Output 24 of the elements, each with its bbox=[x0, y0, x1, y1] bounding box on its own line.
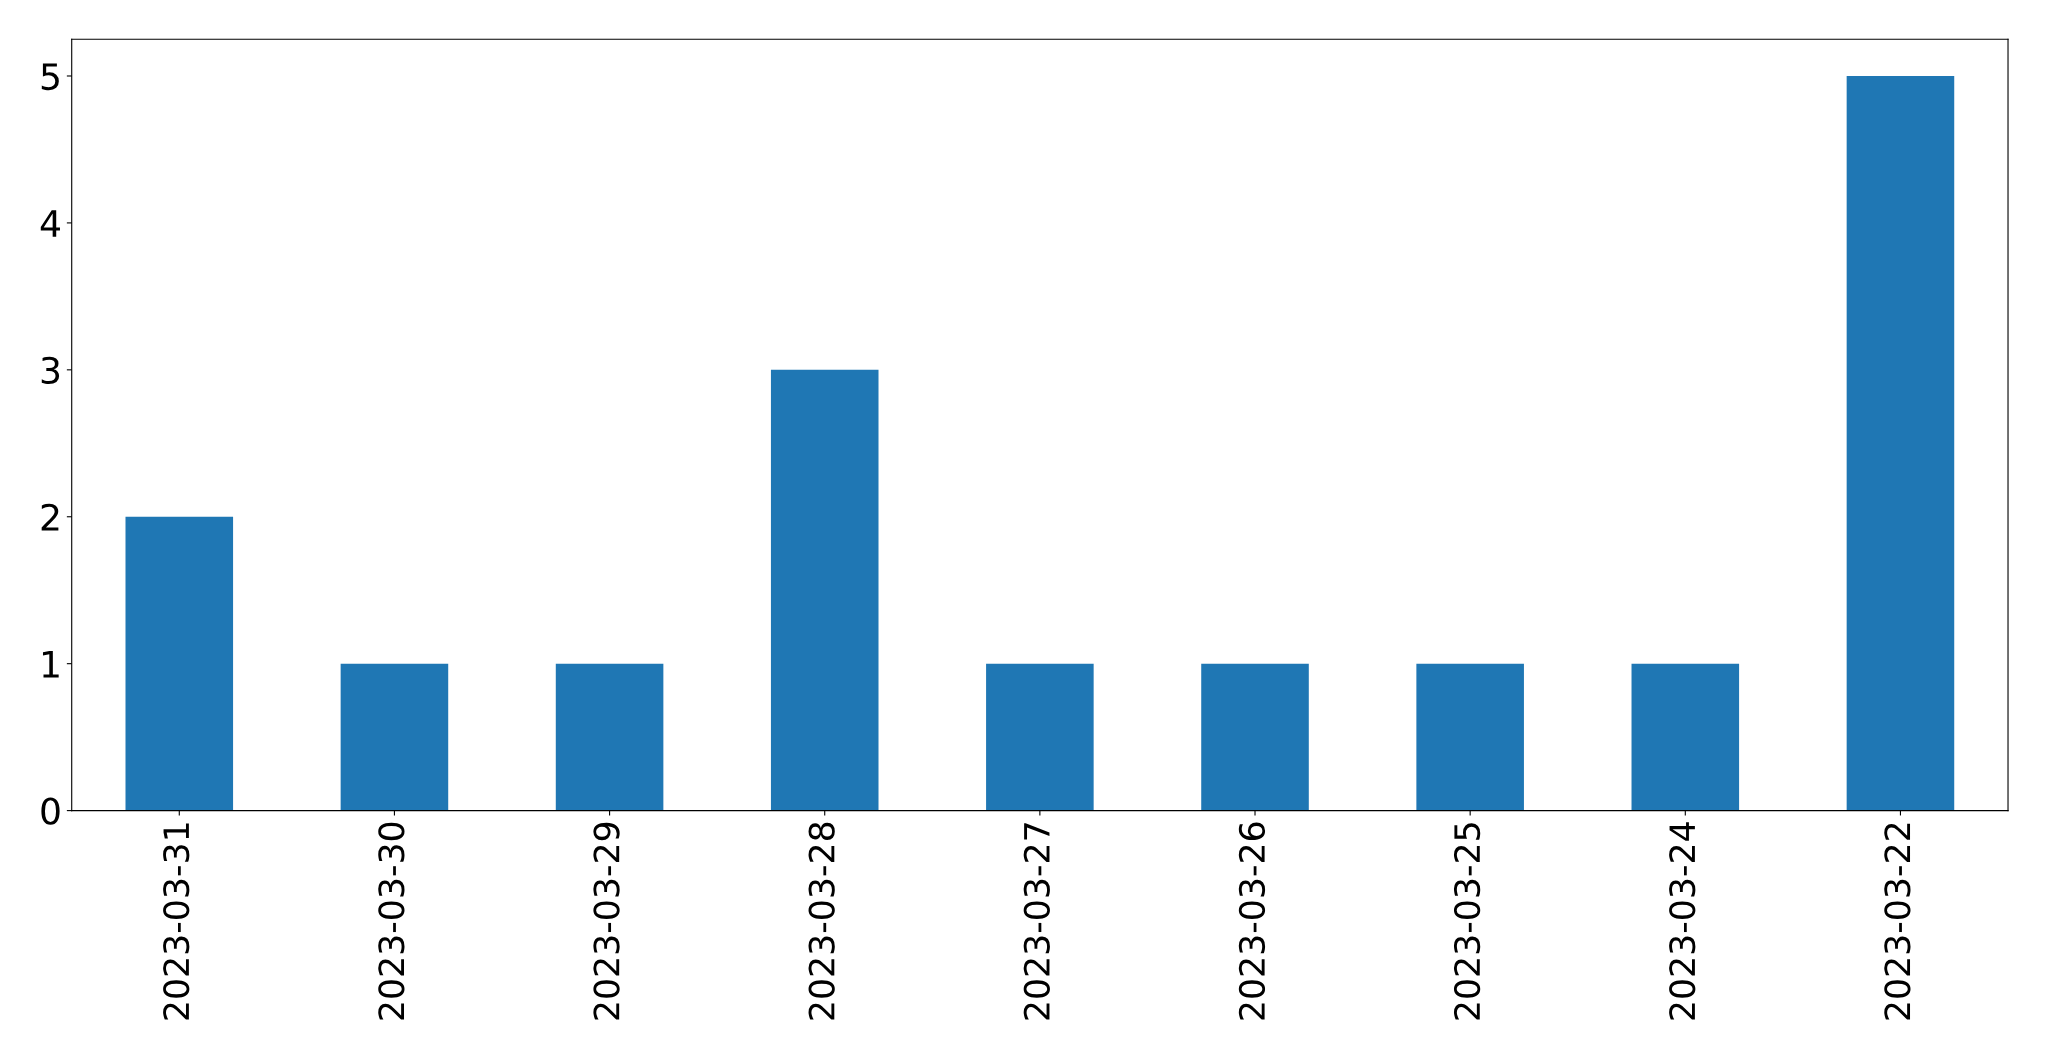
y-tick-label: 5 bbox=[41, 63, 59, 91]
y-tick-label: 2 bbox=[41, 503, 59, 531]
bar bbox=[770, 369, 879, 811]
bar bbox=[1201, 663, 1309, 811]
bar bbox=[1416, 663, 1524, 811]
bar bbox=[1846, 75, 1955, 811]
x-tick-label: 2023-03-31 bbox=[163, 823, 190, 1020]
bar bbox=[340, 663, 449, 811]
bar bbox=[555, 663, 664, 811]
x-tick-label: 2023-03-29 bbox=[593, 822, 620, 1020]
x-tick-label: 2023-03-27 bbox=[1023, 823, 1050, 1020]
y-tick-label: 1 bbox=[42, 651, 59, 678]
x-tick-label: 2023-03-26 bbox=[1238, 822, 1266, 1020]
bar bbox=[986, 663, 1094, 811]
x-tick-label: 2023-03-28 bbox=[808, 822, 835, 1020]
x-tick-label: 2023-03-24 bbox=[1669, 822, 1696, 1020]
bar bbox=[1631, 663, 1740, 811]
y-tick-label: 3 bbox=[41, 356, 60, 385]
y-tick-label: 4 bbox=[40, 210, 60, 237]
x-tick-label: 2023-03-22 bbox=[1884, 823, 1911, 1020]
bar bbox=[125, 516, 234, 811]
x-tick-label: 2023-03-25 bbox=[1453, 823, 1481, 1020]
x-tick-label: 2023-03-30 bbox=[378, 822, 405, 1020]
y-tick-label: 0 bbox=[41, 797, 60, 825]
